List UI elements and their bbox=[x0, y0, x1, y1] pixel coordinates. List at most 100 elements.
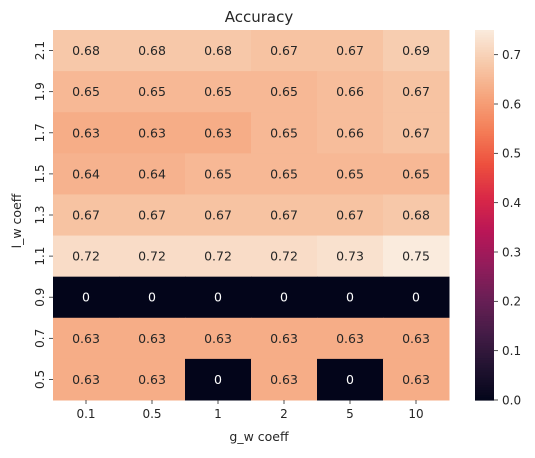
x-tick-label: 0.5 bbox=[142, 407, 161, 421]
heatmap-cell bbox=[251, 358, 318, 401]
colorbar-segment bbox=[475, 158, 494, 162]
colorbar-segment bbox=[475, 390, 494, 394]
colorbar-segment bbox=[475, 227, 494, 231]
heatmap-cell-label: 0.67 bbox=[336, 208, 364, 223]
heatmap-cell bbox=[53, 194, 120, 237]
colorbar-segment bbox=[475, 141, 494, 145]
colorbar-segment bbox=[475, 64, 494, 68]
colorbar-segment bbox=[475, 91, 494, 95]
colorbar-segment bbox=[475, 375, 494, 379]
colorbar-tick-label: 0.5 bbox=[502, 147, 521, 161]
heatmap-cell bbox=[383, 153, 450, 195]
colorbar-segment bbox=[475, 133, 494, 137]
heatmap-cell-label: 0.63 bbox=[336, 331, 364, 346]
heatmap-cell-label: 0.67 bbox=[336, 43, 364, 58]
colorbar-segment bbox=[475, 345, 494, 349]
colorbar-segment bbox=[475, 360, 494, 364]
colorbar-segment bbox=[475, 150, 494, 154]
colorbar-segment bbox=[475, 62, 494, 66]
colorbar-segment bbox=[475, 380, 494, 384]
heatmap-cell bbox=[251, 112, 318, 154]
heatmap-cell bbox=[383, 317, 450, 360]
colorbar-segment bbox=[475, 205, 494, 209]
colorbar-segment bbox=[475, 256, 494, 260]
chart-title: Accuracy bbox=[225, 8, 294, 26]
colorbar-segment bbox=[475, 118, 494, 122]
colorbar-segment bbox=[475, 182, 494, 186]
colorbar-segment bbox=[475, 155, 494, 159]
heatmap-cell bbox=[119, 317, 186, 360]
colorbar-segment bbox=[475, 178, 494, 182]
colorbar-segment bbox=[475, 298, 494, 302]
colorbar-segment bbox=[475, 301, 494, 305]
colorbar-segment bbox=[475, 195, 494, 199]
colorbar-segment bbox=[475, 224, 494, 228]
colorbar-segment bbox=[475, 207, 494, 211]
colorbar-segment bbox=[475, 37, 494, 41]
heatmap-cell bbox=[185, 317, 252, 360]
heatmap-cell-label: 0.75 bbox=[402, 249, 430, 264]
colorbar-segment bbox=[475, 89, 494, 93]
colorbar-segment bbox=[475, 30, 494, 34]
heatmap-cell bbox=[53, 235, 120, 278]
heatmap-cell-label: 0.72 bbox=[138, 249, 166, 264]
heatmap-cell bbox=[251, 276, 318, 319]
colorbar-segment bbox=[475, 296, 494, 300]
heatmap-cell bbox=[53, 153, 120, 195]
heatmap-cell bbox=[53, 112, 120, 154]
heatmap-cell-label: 0.68 bbox=[402, 208, 430, 223]
colorbar-segment bbox=[475, 39, 494, 43]
colorbar-segment bbox=[475, 160, 494, 164]
heatmap-cell-label: 0.65 bbox=[138, 84, 166, 99]
colorbar-segment bbox=[475, 239, 494, 243]
colorbar-segment bbox=[475, 76, 494, 80]
colorbar-segment bbox=[475, 185, 494, 189]
colorbar-segment bbox=[475, 210, 494, 214]
colorbar-segment bbox=[475, 279, 494, 283]
heatmap-cell bbox=[251, 30, 318, 72]
colorbar-segment bbox=[475, 232, 494, 236]
colorbar-segment bbox=[475, 49, 494, 53]
colorbar-segment bbox=[475, 47, 494, 51]
x-tick-label: 5 bbox=[346, 407, 354, 421]
heatmap-cell-label: 0 bbox=[214, 290, 222, 305]
heatmap-cell-label: 0.63 bbox=[402, 331, 430, 346]
colorbar-segment bbox=[475, 328, 494, 332]
colorbar-segment bbox=[475, 67, 494, 71]
heatmap-cell-label: 0.65 bbox=[204, 84, 232, 99]
heatmap-cell bbox=[53, 276, 120, 319]
heatmap-cell-label: 0.66 bbox=[336, 125, 364, 140]
colorbar-segment bbox=[475, 54, 494, 58]
heatmap-cell bbox=[383, 235, 450, 278]
colorbar-segment bbox=[475, 252, 494, 256]
colorbar-segment bbox=[475, 335, 494, 339]
colorbar-segment bbox=[475, 286, 494, 290]
heatmap-cell bbox=[383, 358, 450, 401]
colorbar-segment bbox=[475, 249, 494, 253]
x-axis-label: g_w coeff bbox=[229, 429, 289, 444]
colorbar-segment bbox=[475, 358, 494, 362]
colorbar-segment bbox=[475, 326, 494, 330]
heatmap-cell bbox=[185, 276, 252, 319]
colorbar-segment bbox=[475, 370, 494, 374]
heatmap-cell-label: 0.68 bbox=[72, 43, 100, 58]
colorbar-segment bbox=[475, 143, 494, 147]
colorbar-segment bbox=[475, 187, 494, 191]
y-tick-label: 0.5 bbox=[33, 370, 47, 389]
colorbar-segment bbox=[475, 237, 494, 241]
heatmap-cell-label: 0.63 bbox=[72, 372, 100, 387]
colorbar-segment bbox=[475, 96, 494, 100]
colorbar-segment bbox=[475, 173, 494, 177]
colorbar-segment bbox=[475, 131, 494, 135]
heatmap-cell-label: 0.68 bbox=[138, 43, 166, 58]
heatmap-cell-label: 0.63 bbox=[270, 331, 298, 346]
colorbar-segment bbox=[475, 116, 494, 120]
heatmap-cell bbox=[251, 194, 318, 237]
colorbar-tick-label: 0.3 bbox=[502, 245, 521, 259]
colorbar-segment bbox=[475, 363, 494, 367]
colorbar-segment bbox=[475, 94, 494, 98]
x-axis-ticks: 0.1 0.5 1 2 5 10 bbox=[76, 400, 424, 421]
heatmap-cell bbox=[185, 30, 252, 72]
heatmap-cell bbox=[317, 112, 384, 154]
